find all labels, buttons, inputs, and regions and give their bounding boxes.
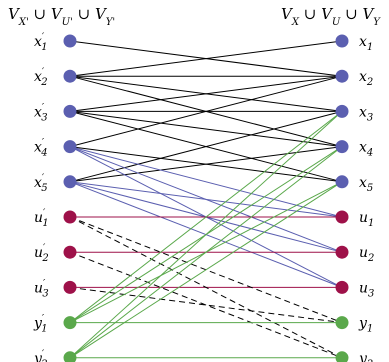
edge-up1-y2 — [69, 216, 343, 359]
node-up1 — [63, 210, 77, 224]
edge-xp2-x1 — [69, 40, 343, 77]
edge-xp3-x2 — [69, 75, 343, 112]
node-u2 — [335, 245, 349, 259]
node-up2 — [63, 245, 77, 259]
node-yp1 — [63, 316, 77, 330]
node-label-up2: u′ 2 — [34, 243, 49, 264]
node-label-up1: u′ 1 — [34, 208, 49, 229]
edge-layer — [69, 40, 343, 359]
node-label-y1: y1 — [358, 316, 373, 335]
node-xp1 — [63, 34, 77, 48]
edge-yp2-x3 — [69, 111, 343, 359]
node-u3 — [335, 280, 349, 294]
node-yp2 — [63, 351, 77, 362]
edge-xp3-x4 — [69, 110, 343, 148]
node-label-xp5: x′ 5 — [34, 173, 48, 194]
edge-xp4-u1 — [69, 146, 343, 218]
node-label-xp3: x′ 3 — [34, 102, 48, 123]
node-label-x5: x5 — [359, 175, 373, 194]
node-label-u3: u3 — [359, 280, 374, 299]
node-y2 — [335, 351, 349, 362]
node-label-y2: y2 — [358, 351, 373, 362]
left-partition-header: VX' ∪ VU' ∪ VY' — [8, 5, 115, 28]
node-x4 — [335, 140, 349, 154]
label-layer: x′1 x′2 x′3 x′4 x′5 u′1 u′2 u′3 y′1 y′2 x1 x2 x3 x4 x5… — [33, 32, 374, 362]
node-x3 — [335, 104, 349, 118]
edge-yp2-x5 — [69, 181, 343, 359]
node-label-xp4: x′ 4 — [34, 138, 48, 159]
node-up3 — [63, 280, 77, 294]
node-xp2 — [63, 69, 77, 83]
node-label-yp1: y′ 1 — [33, 314, 48, 335]
node-label-x2: x2 — [359, 69, 373, 88]
node-x1 — [335, 34, 349, 48]
node-label-up3: u′ 3 — [34, 278, 49, 299]
node-label-xp2: x′ 2 — [34, 67, 48, 88]
node-label-xp1: x′ 1 — [34, 32, 48, 53]
edge-yp1-x3 — [69, 111, 343, 323]
node-layer — [63, 34, 349, 362]
right-partition-header: VX ∪ VU ∪ VY — [281, 5, 381, 28]
edge-xp4-x2 — [69, 75, 343, 148]
edge-xp5-u1 — [69, 181, 343, 218]
node-label-x3: x3 — [359, 104, 373, 123]
node-xp3 — [63, 104, 77, 118]
edge-yp2-x4 — [69, 146, 343, 359]
node-xp5 — [63, 175, 77, 189]
node-label-x1: x1 — [359, 34, 373, 53]
node-label-u1: u1 — [359, 210, 374, 229]
edge-up2-y2 — [69, 251, 343, 359]
node-label-yp2: y′2 — [33, 349, 48, 362]
node-u1 — [335, 210, 349, 224]
node-xp4 — [63, 140, 77, 154]
node-x2 — [335, 69, 349, 83]
node-label-x4: x4 — [359, 140, 373, 159]
node-label-u2: u2 — [359, 245, 374, 264]
node-x5 — [335, 175, 349, 189]
node-y1 — [335, 316, 349, 330]
